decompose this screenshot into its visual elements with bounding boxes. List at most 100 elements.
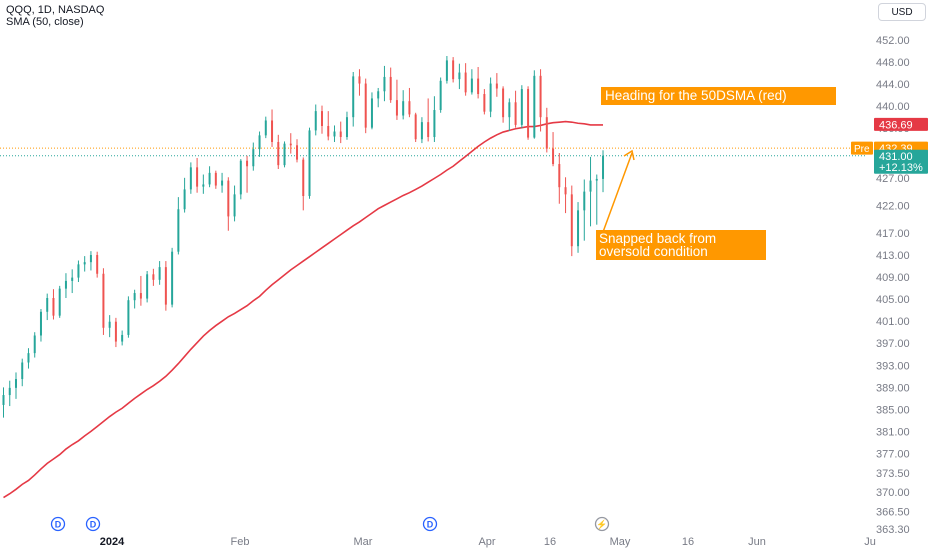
x-tick-label: Ju [864, 536, 876, 548]
y-tick-label: 366.50 [876, 506, 910, 518]
candle-body [458, 72, 461, 80]
candle-body [264, 120, 267, 136]
candle-body [495, 83, 498, 89]
sma-50-line [3, 120, 604, 499]
candle-body [189, 167, 192, 190]
annotation-snapped-back[interactable]: Snapped back from oversold condition [596, 230, 766, 260]
candle-body [364, 83, 367, 128]
candle-body [39, 311, 42, 336]
y-tick-label: 373.50 [876, 468, 910, 480]
y-tick-label: 427.00 [876, 173, 910, 185]
candle-body [377, 91, 380, 99]
candle-body [277, 141, 280, 166]
candle-body [221, 180, 224, 186]
candle-body [577, 210, 580, 247]
candle-body [395, 100, 398, 116]
candle-body [339, 131, 342, 138]
candle-body [46, 298, 49, 312]
candle-body [158, 267, 161, 280]
annotation-snapped-back-line-2: oversold condition [599, 244, 708, 259]
candle-body [196, 167, 199, 187]
candle-body [589, 180, 592, 192]
candle-body [164, 267, 167, 305]
annotation-heading-sma[interactable]: Heading for the 50DSMA (red) [601, 87, 836, 105]
split-event-marker[interactable] [594, 516, 610, 532]
x-tick-label: 2024 [100, 536, 125, 548]
y-tick-label: 405.00 [876, 294, 910, 306]
candle-body [114, 321, 117, 342]
candle-body [183, 189, 186, 210]
annotation-snapped-back-line-1: Snapped back from [599, 231, 717, 246]
dividend-event-marker[interactable] [85, 516, 101, 532]
candle-body [452, 60, 455, 80]
candle-body [296, 145, 299, 160]
y-tick-label: 452.00 [876, 35, 910, 47]
candle-body [320, 111, 323, 127]
candle-body [27, 353, 30, 363]
candle-body [433, 110, 436, 138]
x-tick-label: Apr [478, 536, 495, 548]
candle-body [427, 122, 430, 138]
x-tick-label: Mar [354, 536, 373, 548]
legend-indicator-line[interactable]: SMA (50, close) [6, 16, 84, 28]
candle-body [595, 178, 598, 181]
candle-body [258, 135, 261, 150]
candle-body [252, 149, 255, 167]
y-tick-label: 363.30 [876, 524, 910, 536]
dividend-event-marker-label: D [427, 520, 434, 530]
candle-body [483, 94, 486, 112]
candle-body [552, 148, 555, 165]
candle-body [402, 101, 405, 116]
candle-body [464, 72, 467, 93]
candle-body [602, 155, 605, 179]
candle-body [420, 122, 423, 140]
candle-body [58, 288, 61, 316]
candle-body [477, 78, 480, 95]
candle-body [152, 274, 155, 280]
dividend-event-marker-label: D [55, 520, 62, 530]
candle-body [14, 379, 17, 388]
pre-label-tag [851, 141, 873, 155]
candle-body [239, 160, 242, 195]
candle-body [127, 300, 130, 335]
y-tick-label: 444.00 [876, 79, 910, 91]
candle-body [71, 277, 74, 281]
candle-body [227, 180, 230, 217]
split-event-marker-label: ⚡ [596, 519, 607, 531]
candle-body [358, 76, 361, 84]
candle-body [121, 334, 124, 342]
candle-body [139, 293, 142, 299]
y-tick-label: 393.00 [876, 360, 910, 372]
dividend-event-marker[interactable] [50, 516, 66, 532]
candle-body [83, 262, 86, 265]
candle-body [208, 172, 211, 185]
annotation-arrow [602, 152, 633, 233]
legend-symbol-line: QQQ, 1D, NASDAQ [6, 4, 105, 16]
candle-body [21, 362, 24, 380]
candle-body [8, 387, 11, 396]
candle-body [502, 88, 505, 118]
candle-body [570, 194, 573, 247]
y-tick-label: 381.00 [876, 426, 910, 438]
dividend-event-marker[interactable] [422, 516, 438, 532]
candle-body [289, 143, 292, 146]
candle-body [108, 321, 111, 328]
last-price-tag [874, 149, 928, 174]
candle-body [177, 209, 180, 252]
y-tick-label: 448.00 [876, 57, 910, 69]
candle-body [414, 114, 417, 140]
candle-body [327, 126, 330, 137]
candle-body [389, 76, 392, 101]
currency-button[interactable]: USD [878, 3, 926, 21]
candle-body [102, 273, 105, 328]
candle-body [545, 117, 548, 149]
candle-body [383, 76, 386, 92]
candle-body [133, 293, 136, 301]
candle-body [352, 76, 355, 118]
candle-body [33, 335, 36, 354]
x-tick-label: 16 [682, 536, 694, 548]
sma-price-tag-text: 436.69 [879, 119, 913, 131]
y-tick-label: 422.00 [876, 200, 910, 212]
candle-body [302, 159, 305, 197]
